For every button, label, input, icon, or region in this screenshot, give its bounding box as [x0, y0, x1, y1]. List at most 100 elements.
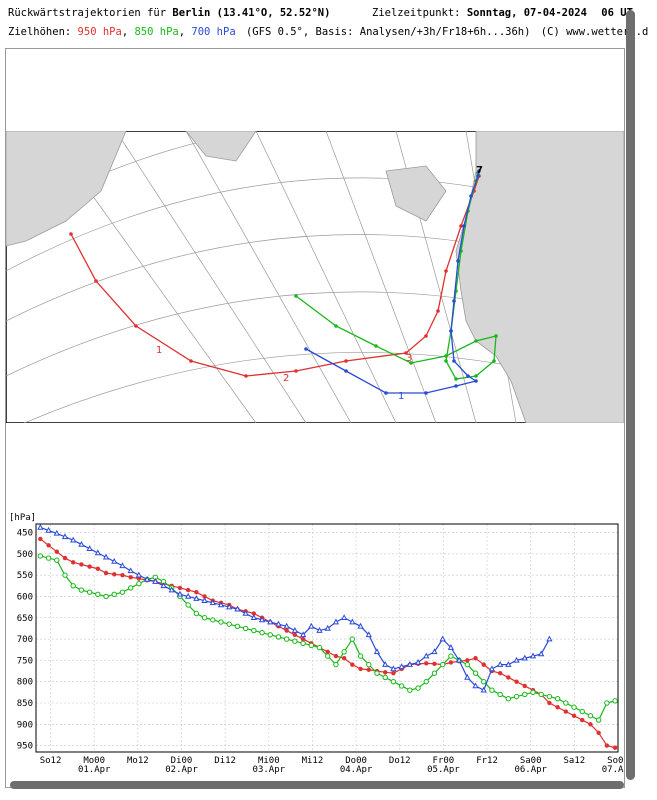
y-tick-label: 450	[17, 529, 33, 539]
data-point	[596, 730, 601, 736]
data-point	[37, 553, 44, 559]
data-point	[473, 656, 478, 661]
data-point	[185, 592, 192, 599]
credit-text: (C) www.wetter3.d	[540, 26, 649, 38]
data-point	[45, 555, 52, 561]
trajectory-700-point	[477, 169, 481, 173]
data-point	[136, 580, 142, 587]
chart-header-line2: Zielhöhen: 950 hPa, 850 hPa, 700 hPa (GF…	[8, 26, 649, 38]
plot-area	[35, 523, 619, 753]
data-point	[62, 572, 68, 578]
trajectory-700-point	[476, 174, 480, 178]
data-point	[521, 654, 528, 661]
data-point	[448, 660, 454, 665]
day-marker-blue-1: 1	[398, 391, 404, 402]
data-point	[407, 687, 413, 693]
data-point	[242, 625, 249, 632]
data-point	[612, 698, 618, 704]
trajectory-950-point	[189, 359, 193, 363]
data-point	[488, 665, 496, 672]
trajectory-850-point	[294, 294, 298, 298]
data-point	[275, 620, 282, 627]
day-marker-red-2: 2	[283, 373, 289, 384]
data-point	[300, 640, 306, 647]
data-point	[341, 614, 348, 621]
trajectory-700-point	[469, 194, 473, 198]
trajectory-950-point	[444, 269, 448, 273]
data-point	[217, 601, 225, 608]
data-point	[439, 635, 446, 642]
trajectory-700-point	[384, 391, 388, 395]
trajectory-700-point	[452, 299, 456, 303]
trajectory-850-point	[444, 359, 448, 363]
data-point	[580, 717, 585, 723]
data-point	[71, 560, 76, 565]
data-point	[472, 670, 479, 676]
data-point	[275, 634, 282, 640]
data-point	[357, 653, 364, 659]
data-point	[46, 543, 51, 548]
data-point	[308, 622, 315, 629]
y-tick-label: 850	[17, 699, 33, 709]
data-point	[226, 603, 233, 610]
data-point	[414, 658, 422, 665]
data-point	[390, 665, 397, 672]
x-tick-label: So12	[40, 756, 62, 766]
trajectory-850-point	[474, 374, 478, 378]
x-tick-label: Do00	[345, 756, 367, 766]
series-line	[40, 526, 550, 692]
data-point	[324, 624, 331, 631]
trajectory-950-point	[69, 232, 73, 236]
data-point	[152, 577, 159, 584]
data-point	[185, 602, 191, 608]
data-point	[571, 704, 577, 710]
data-point	[448, 653, 454, 659]
data-point	[120, 572, 125, 578]
x-tick-label: Fr12	[476, 756, 498, 766]
trajectory-850-point	[492, 359, 496, 363]
data-point	[128, 575, 133, 580]
data-point	[513, 656, 520, 663]
data-point	[79, 562, 84, 567]
data-point	[529, 652, 537, 659]
data-point	[431, 648, 438, 655]
data-point	[251, 627, 257, 634]
trajectory-950-point	[134, 324, 138, 328]
data-point	[365, 631, 372, 638]
levels-label: Zielhöhen:	[8, 26, 72, 38]
chart-series	[37, 523, 618, 750]
data-point	[455, 656, 463, 663]
chart-axes: 450 500 550 600 650 700 750 800 850 900 950 So12 Mo0…	[17, 523, 624, 775]
trajectory-700-point	[449, 329, 453, 333]
data-point	[54, 557, 60, 563]
x-tick-sublabel: 04.Apr	[340, 765, 373, 775]
data-point	[250, 614, 257, 621]
data-point	[316, 644, 323, 651]
data-point	[292, 638, 298, 644]
trajectory-950-point	[459, 224, 463, 228]
trajectory-850-point	[474, 339, 478, 343]
vertical-scrollbar[interactable]	[626, 10, 635, 780]
x-tick-label: Di12	[214, 756, 236, 766]
data-point	[538, 691, 544, 698]
data-point	[588, 722, 593, 727]
data-point	[341, 656, 347, 661]
data-point	[127, 585, 134, 591]
data-point	[464, 661, 471, 668]
trajectory-850-point	[374, 344, 378, 348]
y-tick-label: 750	[17, 656, 33, 666]
data-point	[45, 526, 52, 533]
target-value: Sonntag, 07-04-2024	[466, 7, 587, 19]
data-point	[472, 682, 479, 689]
data-point	[127, 567, 134, 574]
data-point	[439, 661, 446, 668]
data-point	[201, 597, 208, 604]
data-point	[358, 666, 363, 672]
horizontal-scrollbar[interactable]	[10, 781, 624, 789]
trajectory-850-point	[444, 354, 448, 358]
data-point	[563, 700, 569, 706]
data-point	[259, 629, 265, 636]
data-point	[103, 593, 109, 600]
data-point	[341, 649, 347, 655]
data-point	[423, 678, 429, 685]
